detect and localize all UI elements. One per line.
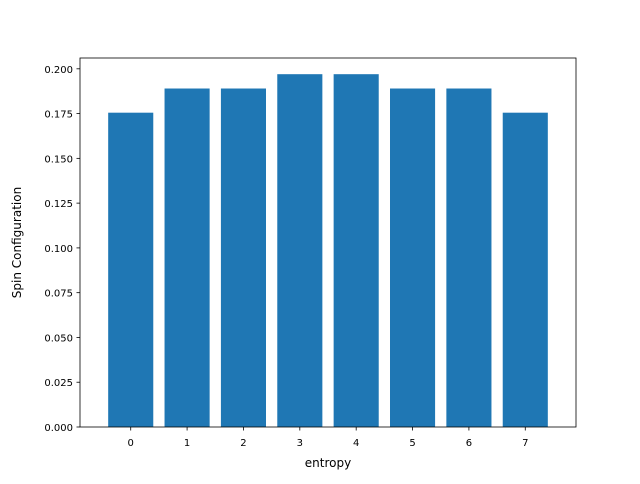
y-tick-label: 0.075	[44, 289, 73, 300]
plot-frame	[79, 57, 577, 428]
y-tick-label: 0.050	[44, 333, 73, 344]
y-axis-ticks: 0.000 0.025 0.050 0.075 0.100 0.125 0.150 0.175…	[44, 65, 80, 434]
y-tick-label: 0.200	[44, 65, 73, 76]
x-tick-label: 6	[466, 438, 472, 449]
x-tick-label: 3	[297, 438, 303, 449]
bars	[108, 74, 548, 428]
y-tick-label: 0.125	[44, 199, 73, 210]
x-axis-label: entropy	[305, 456, 351, 470]
y-axis-label: Spin Configuration	[10, 187, 24, 298]
x-tick-label: 0	[128, 438, 134, 449]
x-axis-ticks: 0 1 2 3 4 5 6 7	[128, 427, 528, 449]
bar-0	[108, 112, 154, 428]
y-tick-label: 0.150	[44, 154, 73, 165]
y-tick-label: 0.175	[44, 110, 73, 121]
bar-7	[502, 112, 548, 428]
bar-1	[164, 88, 210, 427]
y-tick-label: 0.100	[44, 244, 73, 255]
y-tick-label: 0.025	[44, 378, 73, 389]
bar-3	[277, 74, 323, 428]
bar-6	[446, 88, 492, 427]
x-tick-label: 1	[184, 438, 190, 449]
x-tick-label: 4	[353, 438, 359, 449]
x-tick-label: 7	[522, 438, 528, 449]
bar-2	[220, 88, 266, 427]
bar-4	[333, 74, 379, 428]
x-tick-label: 5	[409, 438, 415, 449]
y-tick-label: 0.000	[44, 423, 73, 434]
x-tick-label: 2	[240, 438, 246, 449]
bar-5	[390, 88, 436, 427]
